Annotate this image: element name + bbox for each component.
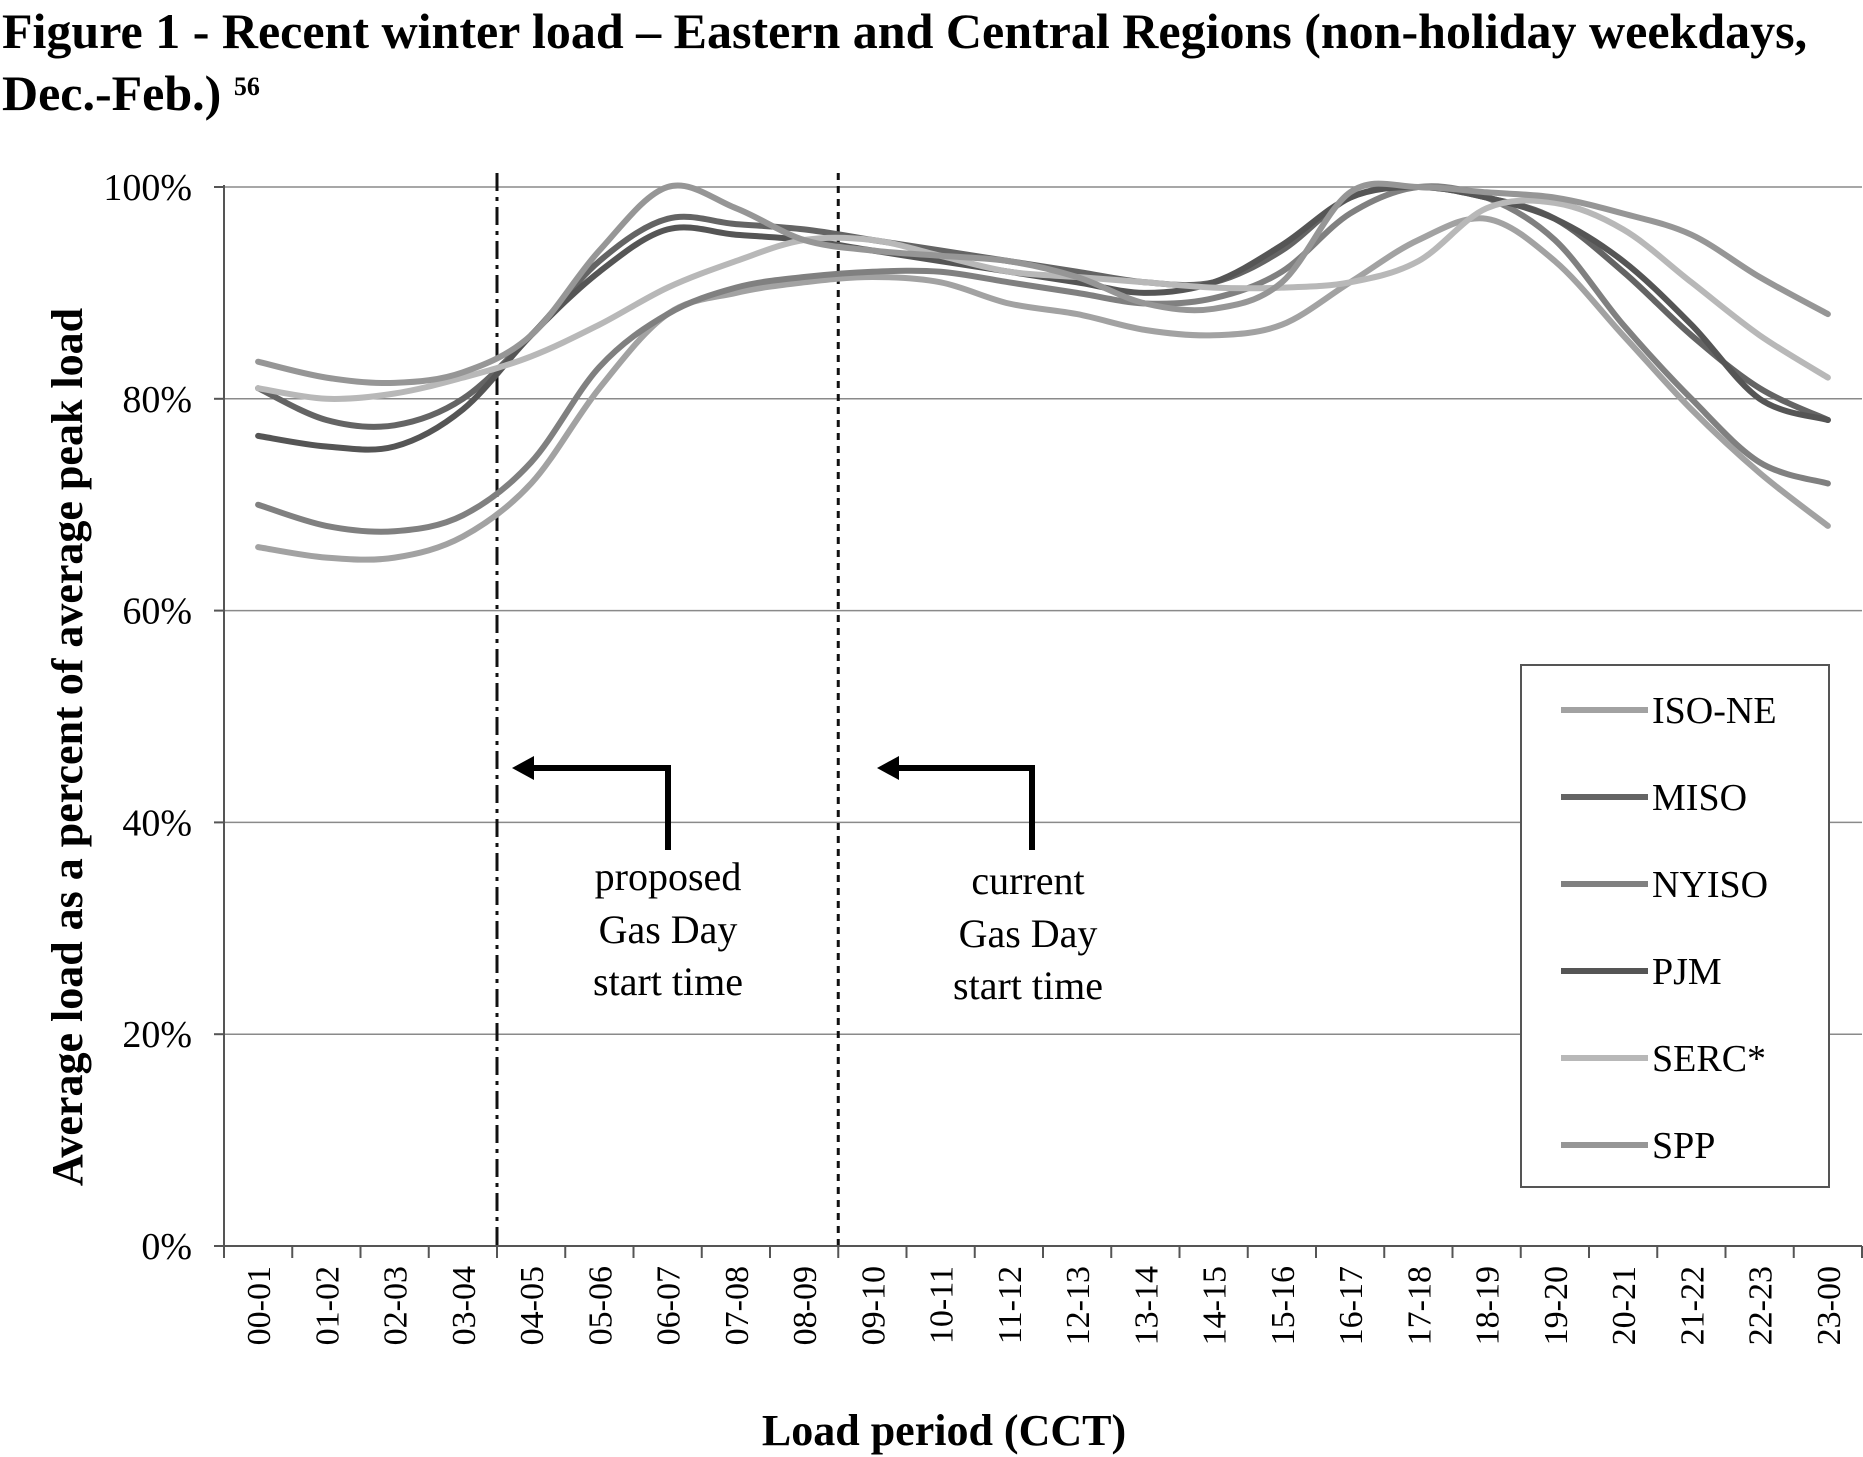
legend-label-nyiso: NYISO (1652, 864, 1768, 906)
x-tick-label-11-12: 11-12 (992, 1266, 1029, 1344)
x-tick-label-05-06: 05-06 (582, 1266, 619, 1345)
series-line-spp (255, 180, 1831, 387)
series-line-iso-ne (255, 215, 1831, 563)
proposed-label-line-3: start time (593, 959, 743, 1004)
x-tick-label-02-03: 02-03 (378, 1266, 415, 1345)
figure-title: Figure 1 - Recent winter load – Eastern … (2, 0, 1852, 124)
x-tick-label-01-02: 01-02 (309, 1266, 346, 1345)
proposed-label-line-1: proposed (595, 854, 742, 899)
series-line-nyiso (255, 183, 1831, 535)
y-tick-label-3: 60% (122, 591, 192, 633)
current-label-line-1: current (971, 858, 1084, 903)
x-tick-label-00-01: 00-01 (241, 1266, 278, 1345)
current-label-line-2: Gas Day (959, 911, 1098, 956)
current-label-line-3: start time (953, 963, 1103, 1008)
x-tick-label-16-17: 16-17 (1333, 1266, 1370, 1345)
x-tick-label-08-09: 08-09 (787, 1266, 824, 1345)
x-tick-label-15-16: 15-16 (1265, 1266, 1302, 1345)
proposed-arrowhead (512, 756, 534, 780)
legend: ISO-NE MISO NYISO PJM SERC* SPP (1520, 664, 1830, 1188)
x-tick-label-03-04: 03-04 (446, 1266, 483, 1345)
y-axis-title: Average load as a percent of average pea… (43, 308, 92, 1186)
gas-day-reference-lines (495, 173, 840, 1246)
x-tick-label-18-19: 18-19 (1470, 1266, 1507, 1345)
legend-box (1520, 664, 1830, 1188)
x-tick-label-04-05: 04-05 (514, 1266, 551, 1345)
legend-label-iso-ne: ISO-NE (1652, 690, 1777, 732)
legend-label-pjm: PJM (1652, 951, 1722, 993)
current-annotation: current Gas Day start time (877, 756, 1103, 1008)
y-tick-label-2: 40% (122, 802, 192, 844)
x-axis-title: Load period (CCT) (762, 1406, 1126, 1455)
x-tick-label-12-13: 12-13 (1060, 1266, 1097, 1345)
x-tick-label-14-15: 14-15 (1197, 1266, 1234, 1345)
x-tick-label-13-14: 13-14 (1128, 1266, 1165, 1345)
x-tick-label-09-10: 09-10 (855, 1266, 892, 1345)
axes: 0% 20% 40% 60% 80% 100% 00-01 01-02 02-03 03-04 04… (103, 167, 1863, 1345)
y-tick-label-0: 0% (141, 1226, 192, 1268)
x-tick-label-07-08: 07-08 (719, 1266, 756, 1345)
x-tick-label-23-00: 23-00 (1811, 1266, 1848, 1345)
x-tick-label-10-11: 10-11 (924, 1266, 961, 1344)
y-tick-label-1: 20% (122, 1014, 192, 1056)
x-tick-label-22-23: 22-23 (1743, 1266, 1780, 1345)
legend-label-miso: MISO (1652, 777, 1747, 819)
y-tick-label-4: 80% (122, 379, 192, 421)
legend-label-spp: SPP (1652, 1125, 1715, 1167)
footnote-marker: 56 (233, 72, 260, 101)
y-tick-label-5: 100% (103, 167, 192, 209)
proposed-arrow (528, 765, 671, 850)
current-arrowhead (877, 756, 899, 780)
series-line-serc (255, 197, 1831, 402)
x-tick-label-06-07: 06-07 (651, 1266, 688, 1345)
annotations: proposed Gas Day start time current Gas … (512, 756, 1103, 1008)
proposed-annotation: proposed Gas Day start time (512, 756, 743, 1004)
legend-label-serc: SERC* (1652, 1038, 1766, 1080)
x-tick-label-21-22: 21-22 (1674, 1266, 1711, 1345)
series-line-pjm (255, 184, 1831, 453)
figure-title-text: Figure 1 - Recent winter load – Eastern … (2, 3, 1808, 121)
x-tick-label-17-18: 17-18 (1401, 1266, 1438, 1345)
x-tick-label-19-20: 19-20 (1538, 1266, 1575, 1345)
current-arrow (893, 765, 1035, 850)
x-tick-label-20-21: 20-21 (1606, 1266, 1643, 1345)
series-lines (255, 180, 1831, 563)
proposed-label-line-2: Gas Day (599, 907, 738, 952)
